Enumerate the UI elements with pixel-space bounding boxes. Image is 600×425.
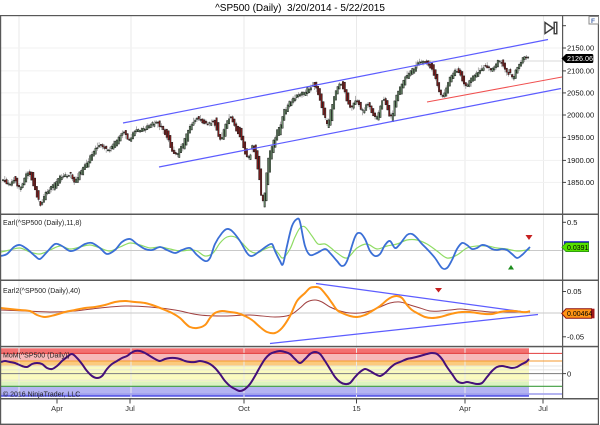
svg-text:Apr: Apr <box>459 404 471 413</box>
svg-text:15: 15 <box>352 404 360 413</box>
svg-text:0.0391: 0.0391 <box>567 245 589 252</box>
svg-text:Oct: Oct <box>238 404 251 413</box>
svg-text:0.05: 0.05 <box>567 287 582 296</box>
svg-text:2000.00: 2000.00 <box>567 111 594 120</box>
svg-text:MoM(^SP500 (Daily)): MoM(^SP500 (Daily)) <box>3 353 70 360</box>
svg-text:1900.00: 1900.00 <box>567 156 594 165</box>
svg-text:Jul: Jul <box>125 404 135 413</box>
svg-text:F: F <box>591 18 595 25</box>
svg-text:^SP500 (Daily) 3/20/2014 - 5/: ^SP500 (Daily) 3/20/2014 - 5/22/2015 <box>215 3 385 14</box>
svg-text:2100.00: 2100.00 <box>567 66 594 75</box>
svg-text:1850.00: 1850.00 <box>567 178 594 187</box>
svg-text:2126.06: 2126.06 <box>567 54 593 63</box>
svg-text:2150.00: 2150.00 <box>567 44 594 53</box>
svg-text:0: 0 <box>567 369 571 378</box>
svg-text:0.00464: 0.00464 <box>567 311 592 318</box>
svg-text:Earl(^SP500 (Daily),11,8): Earl(^SP500 (Daily),11,8) <box>3 220 82 227</box>
svg-text:0.5: 0.5 <box>567 218 577 227</box>
svg-text:1950.00: 1950.00 <box>567 133 594 142</box>
svg-text:Apr: Apr <box>51 404 63 413</box>
svg-text:Earl2(^SP500 (Daily),40): Earl2(^SP500 (Daily),40) <box>3 288 80 295</box>
svg-text:2050.00: 2050.00 <box>567 88 594 97</box>
svg-text:Jul: Jul <box>538 404 548 413</box>
svg-text:© 2016 NinjaTrader, LLC: © 2016 NinjaTrader, LLC <box>3 391 80 399</box>
svg-text:-0.05: -0.05 <box>567 332 584 341</box>
